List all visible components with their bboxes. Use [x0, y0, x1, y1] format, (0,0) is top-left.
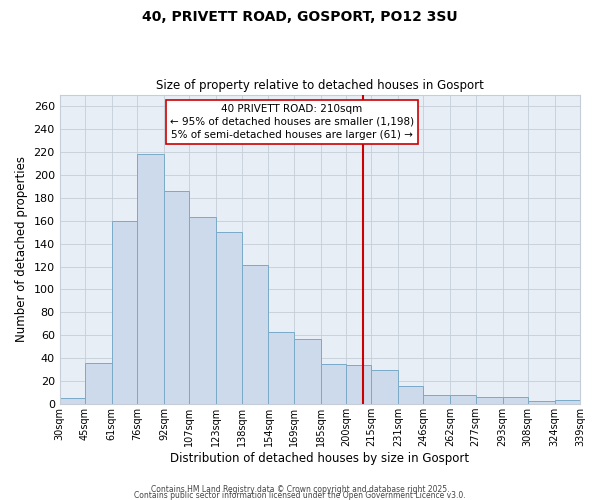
- Bar: [242, 266, 268, 404]
- Bar: [59, 398, 85, 404]
- Text: Contains HM Land Registry data © Crown copyright and database right 2025.: Contains HM Land Registry data © Crown c…: [151, 484, 449, 494]
- Bar: [528, 400, 555, 404]
- X-axis label: Distribution of detached houses by size in Gosport: Distribution of detached houses by size …: [170, 452, 469, 465]
- Bar: [112, 220, 137, 404]
- Bar: [398, 386, 424, 404]
- Title: Size of property relative to detached houses in Gosport: Size of property relative to detached ho…: [156, 79, 484, 92]
- Bar: [371, 370, 398, 404]
- Bar: [451, 395, 476, 404]
- Bar: [164, 191, 190, 404]
- Bar: [294, 339, 320, 404]
- Bar: [555, 400, 580, 404]
- Bar: [216, 232, 242, 404]
- Bar: [85, 363, 112, 404]
- Bar: [137, 154, 164, 404]
- Bar: [346, 365, 371, 404]
- Text: 40, PRIVETT ROAD, GOSPORT, PO12 3SU: 40, PRIVETT ROAD, GOSPORT, PO12 3SU: [142, 10, 458, 24]
- Bar: [503, 398, 528, 404]
- Bar: [320, 364, 346, 404]
- Bar: [476, 398, 503, 404]
- Bar: [190, 218, 216, 404]
- Y-axis label: Number of detached properties: Number of detached properties: [15, 156, 28, 342]
- Bar: [268, 332, 294, 404]
- Text: Contains public sector information licensed under the Open Government Licence v3: Contains public sector information licen…: [134, 490, 466, 500]
- Text: 40 PRIVETT ROAD: 210sqm
← 95% of detached houses are smaller (1,198)
5% of semi-: 40 PRIVETT ROAD: 210sqm ← 95% of detache…: [170, 104, 414, 140]
- Bar: [424, 395, 451, 404]
